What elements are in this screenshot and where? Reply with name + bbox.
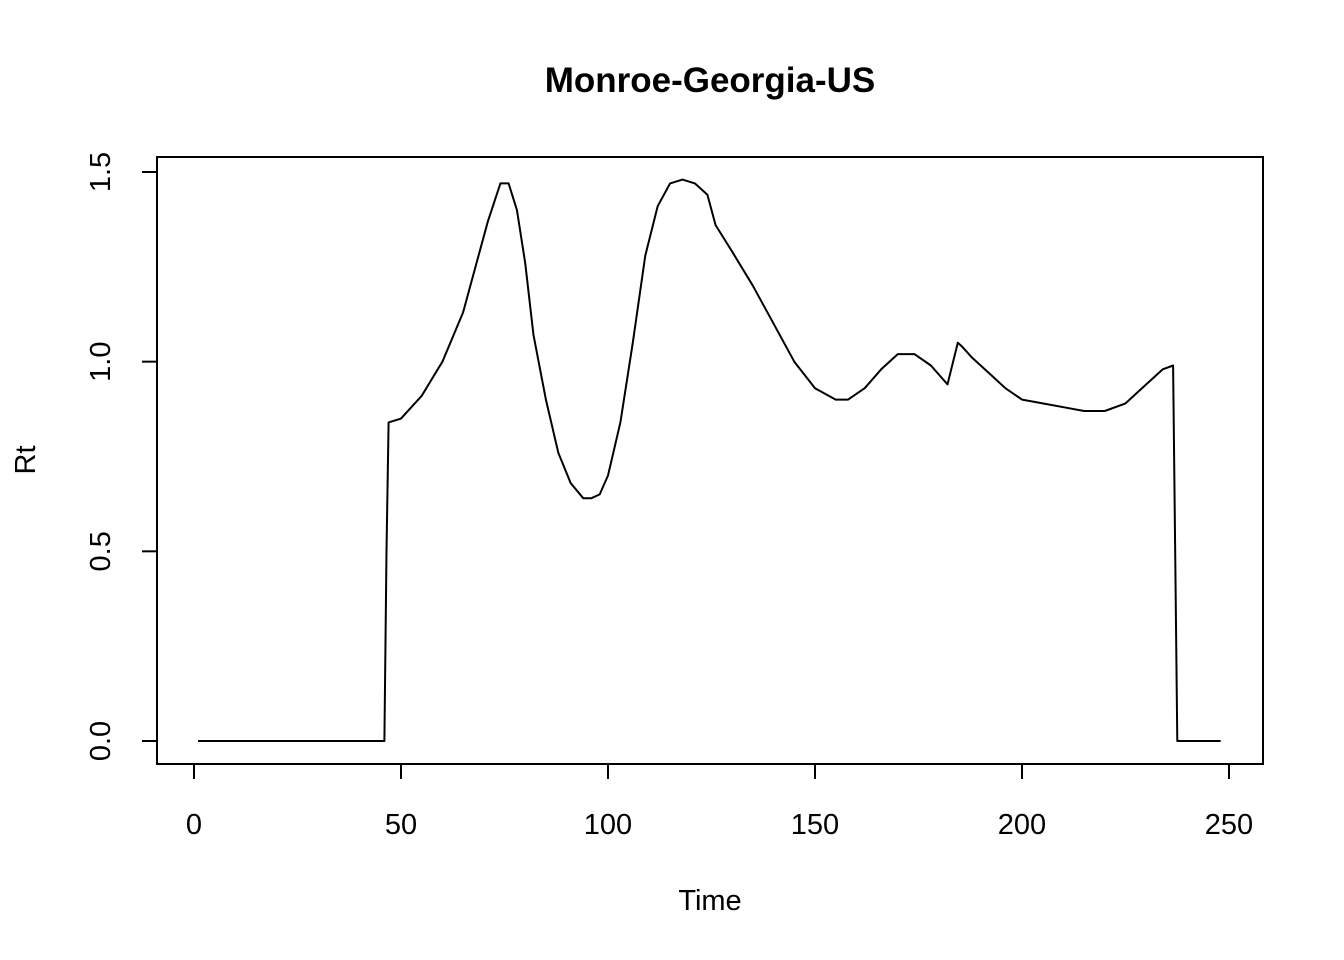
x-tick-label: 250	[1205, 809, 1253, 841]
x-axis: 0 50 100 150 200 250	[186, 763, 1253, 841]
y-tick-label: 0.0	[85, 721, 117, 761]
series-line-0	[198, 178, 1221, 742]
y-tick-label: 1.5	[85, 152, 117, 192]
plot-frame	[156, 156, 1264, 765]
x-tick-label: 200	[998, 809, 1046, 841]
x-tick-label: 50	[385, 809, 417, 841]
x-tick-label: 0	[186, 809, 202, 841]
chart-title: Monroe-Georgia-US	[545, 61, 876, 100]
y-tick-label: 1.0	[85, 342, 117, 382]
y-tick-label: 0.5	[85, 531, 117, 571]
x-tick-label: 100	[584, 809, 632, 841]
x-tick-label: 150	[791, 809, 839, 841]
x-axis-title: Time	[678, 885, 741, 917]
series-layer	[198, 178, 1221, 742]
y-axis: 0.0 0.5 1.0 1.5	[85, 152, 158, 761]
y-axis-title: Rt	[10, 446, 42, 475]
